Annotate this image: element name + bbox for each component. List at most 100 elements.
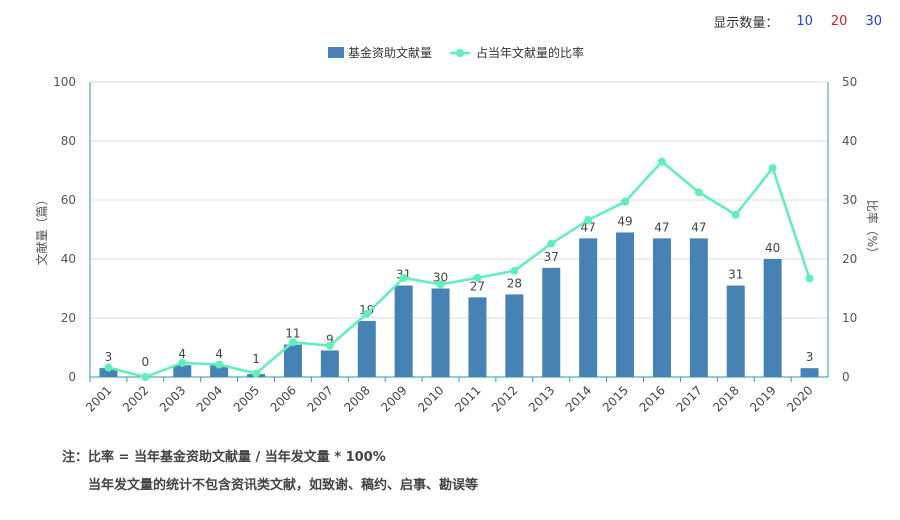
y-tick-label: 0	[68, 370, 76, 384]
ratio-point	[657, 157, 666, 166]
bar	[468, 297, 487, 377]
y2-tick-label: 50	[842, 75, 857, 89]
y-tick-label: 20	[61, 311, 76, 325]
ratio-point	[104, 363, 113, 372]
y-tick-label: 40	[61, 252, 76, 266]
note-exclusion: 当年发文量的统计不包含资讯类文献，如致谢、稿约、启事、勘误等	[88, 478, 479, 493]
ratio-point	[436, 280, 445, 289]
bar-data-label: 49	[617, 214, 632, 228]
bar	[579, 238, 598, 377]
bar	[763, 259, 782, 377]
ratio-point	[768, 164, 777, 173]
ratio-point	[694, 188, 703, 197]
bar-data-label: 31	[728, 268, 743, 282]
funding-chart: 0 20 40 60 80 100 0 10 20 30 40 50 文献量（篇） 比率（%） 3 2001 0…	[34, 45, 880, 415]
x-tick-label: 2015	[600, 383, 631, 414]
bar-data-label: 40	[765, 241, 780, 255]
bar-data-label: 27	[470, 279, 485, 293]
bar	[357, 320, 376, 377]
bar-data-label: 0	[142, 355, 150, 369]
x-tick-label: 2008	[341, 383, 372, 414]
bar	[320, 350, 339, 377]
display-count-option-30[interactable]: 30	[865, 14, 882, 29]
bar-data-label: 11	[285, 327, 300, 341]
bar	[689, 238, 708, 377]
bar-data-label: 47	[691, 220, 706, 234]
y-tick-label: 60	[61, 193, 76, 207]
x-tick-label: 2019	[747, 383, 778, 414]
y2-tick-label: 40	[842, 134, 857, 148]
x-tick-label: 2011	[452, 383, 483, 414]
bar	[431, 288, 450, 377]
legend-line-marker	[456, 49, 464, 57]
ratio-point	[547, 239, 556, 248]
y2-tick-label: 10	[842, 311, 857, 325]
bar	[542, 267, 561, 377]
bar	[99, 368, 118, 377]
display-count-option-10[interactable]: 10	[796, 14, 813, 29]
x-tick-label: 2003	[157, 383, 188, 414]
x-tick-label: 2012	[489, 383, 520, 414]
ratio-point	[288, 338, 297, 347]
x-tick-label: 2004	[194, 383, 225, 414]
x-tick-label: 2017	[673, 383, 704, 414]
bar-data-label: 4	[178, 347, 186, 361]
ratio-point	[399, 273, 408, 282]
x-tick-label: 2014	[563, 383, 594, 414]
bar	[800, 368, 819, 377]
x-tick-label: 2001	[83, 383, 114, 414]
bar-data-label: 9	[326, 332, 334, 346]
y-tick-label: 80	[61, 134, 76, 148]
bar	[616, 232, 635, 377]
bar-data-label: 4	[215, 347, 223, 361]
note-ratio-formula: 注：比率 = 当年基金资助文献量 / 当年发文量 * 100%	[62, 450, 386, 465]
x-tick-label: 2002	[120, 383, 151, 414]
x-tick-label: 2013	[526, 383, 557, 414]
display-count-label: 显示数量：	[713, 16, 779, 31]
bar-data-label: 3	[105, 350, 113, 364]
ratio-line	[108, 159, 811, 379]
legend-line-label: 占当年文献量的比率	[476, 45, 584, 60]
ratio-point	[141, 373, 150, 381]
x-tick-label: 2005	[231, 383, 262, 414]
bar	[394, 285, 413, 377]
x-tick-label: 2016	[637, 383, 668, 414]
ratio-point	[215, 360, 224, 369]
x-tick-label: 2010	[415, 383, 446, 414]
legend-bar-swatch	[328, 47, 344, 58]
bar	[652, 238, 671, 377]
y-tick-label: 100	[53, 75, 76, 89]
ratio-point	[362, 309, 371, 318]
bar-data-label: 37	[544, 250, 559, 264]
bar-data-label: 47	[654, 220, 669, 234]
x-tick-label: 2018	[710, 383, 741, 414]
display-count-option-20[interactable]: 20	[830, 14, 848, 29]
bar-data-label: 3	[806, 350, 814, 364]
y-axis-title: 文献量（篇）	[34, 193, 49, 265]
legend-bar-label: 基金资助文献量	[348, 45, 432, 60]
ratio-point	[252, 369, 261, 378]
ratio-point	[584, 216, 593, 225]
bar	[283, 344, 302, 377]
x-tick-label: 2009	[378, 383, 409, 414]
ratio-point	[621, 197, 630, 206]
ratio-point	[473, 273, 482, 282]
ratio-point	[325, 341, 334, 350]
bar-data-label: 30	[433, 271, 448, 285]
display-count-bar: 显示数量： 10 20 30	[713, 12, 882, 31]
ratio-point	[510, 266, 519, 275]
bar	[505, 294, 524, 377]
ratio-point	[178, 358, 187, 367]
bar-data-label: 28	[507, 276, 522, 290]
y2-axis-title: 比率（%）	[865, 200, 880, 259]
x-tick-label: 2007	[304, 383, 335, 414]
ratio-point	[805, 274, 814, 283]
y2-tick-label: 20	[842, 252, 857, 266]
x-tick-label: 2020	[784, 383, 815, 414]
ratio-point	[731, 210, 740, 219]
bar-data-label: 1	[252, 352, 260, 366]
x-tick-label: 2006	[268, 383, 299, 414]
bar	[173, 365, 192, 377]
y2-tick-label: 30	[842, 193, 857, 207]
y2-tick-label: 0	[842, 370, 850, 384]
